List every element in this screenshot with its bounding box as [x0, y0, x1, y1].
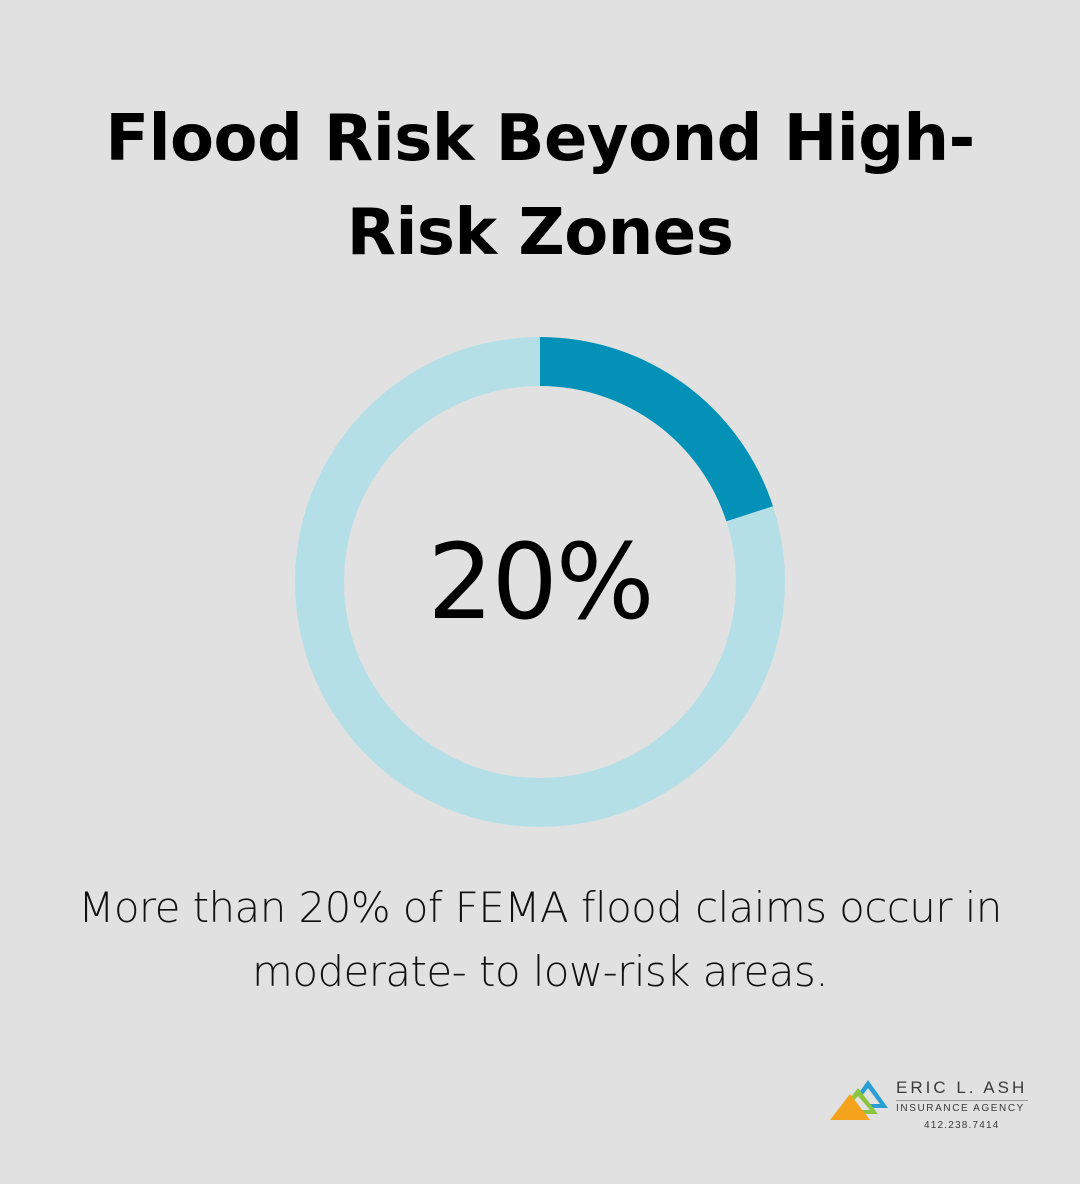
donut-slice-highlight — [540, 337, 774, 522]
title-line-2: Risk Zones — [346, 196, 734, 270]
donut-chart — [295, 337, 785, 827]
page-title: Flood Risk Beyond High- Risk Zones — [60, 92, 1020, 280]
logo-subtitle: INSURANCE AGENCY — [896, 1103, 1025, 1114]
logo-triangle-orange — [830, 1094, 870, 1120]
caption-line-1: More than 20% of FEMA flood claims occur… — [78, 883, 1002, 932]
logo-name: ERIC L. ASH — [896, 1078, 1028, 1097]
caption-line-2: moderate- to low-risk areas. — [252, 947, 829, 996]
donut-center-value: 20% — [427, 521, 654, 643]
mountain-logo-icon — [830, 1080, 888, 1120]
title-line-1: Flood Risk Beyond High- — [105, 102, 975, 176]
logo-divider — [896, 1100, 1028, 1101]
caption-text: More than 20% of FEMA flood claims occur… — [30, 876, 1050, 1004]
logo-phone: 412.238.7414 — [924, 1120, 1000, 1131]
agency-logo: ERIC L. ASH INSURANCE AGENCY 412.238.741… — [830, 1076, 1040, 1140]
